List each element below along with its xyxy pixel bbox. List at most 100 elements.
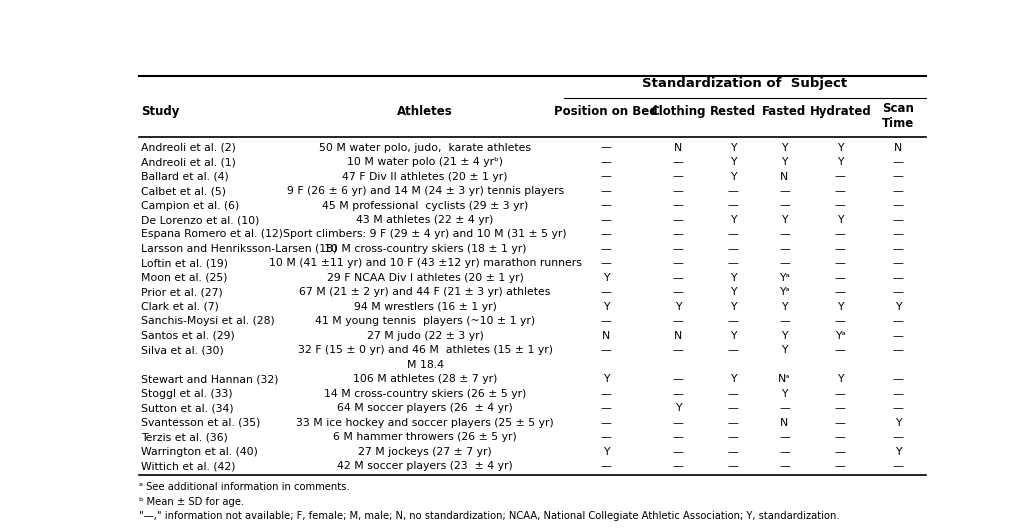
Text: —: — bbox=[779, 447, 790, 457]
Text: —: — bbox=[835, 316, 846, 326]
Text: —: — bbox=[672, 374, 684, 384]
Text: 33 M ice hockey and soccer players (25 ± 5 yr): 33 M ice hockey and soccer players (25 ±… bbox=[296, 418, 554, 428]
Text: N: N bbox=[780, 172, 788, 182]
Text: —: — bbox=[893, 186, 904, 196]
Text: —: — bbox=[601, 287, 612, 297]
Text: 10 M (41 ±11 yr) and 10 F (43 ±12 yr) marathon runners: 10 M (41 ±11 yr) and 10 F (43 ±12 yr) ma… bbox=[269, 259, 582, 269]
Text: N: N bbox=[780, 418, 788, 428]
Text: Y: Y bbox=[730, 157, 737, 167]
Text: Y: Y bbox=[675, 302, 682, 312]
Text: Y: Y bbox=[895, 418, 902, 428]
Text: —: — bbox=[893, 432, 904, 443]
Text: Sutton et al. (34): Sutton et al. (34) bbox=[142, 403, 233, 413]
Text: Y: Y bbox=[837, 302, 844, 312]
Text: Campion et al. (6): Campion et al. (6) bbox=[142, 200, 240, 210]
Text: Calbet et al. (5): Calbet et al. (5) bbox=[142, 186, 226, 196]
Text: —: — bbox=[728, 346, 739, 356]
Text: Y: Y bbox=[837, 215, 844, 225]
Text: Nᵃ: Nᵃ bbox=[778, 374, 790, 384]
Text: Y: Y bbox=[781, 346, 788, 356]
Text: —: — bbox=[672, 432, 684, 443]
Text: —: — bbox=[779, 403, 790, 413]
Text: —: — bbox=[672, 418, 684, 428]
Text: —: — bbox=[728, 389, 739, 399]
Text: Hydrated: Hydrated bbox=[810, 105, 871, 118]
Text: 106 M athletes (28 ± 7 yr): 106 M athletes (28 ± 7 yr) bbox=[353, 374, 497, 384]
Text: M 18.4: M 18.4 bbox=[407, 360, 444, 370]
Text: 6 M hammer throwers (26 ± 5 yr): 6 M hammer throwers (26 ± 5 yr) bbox=[334, 432, 518, 443]
Text: Athletes: Athletes bbox=[398, 105, 453, 118]
Text: 67 M (21 ± 2 yr) and 44 F (21 ± 3 yr) athletes: 67 M (21 ± 2 yr) and 44 F (21 ± 3 yr) at… bbox=[300, 287, 551, 297]
Text: —: — bbox=[672, 157, 684, 167]
Text: —: — bbox=[601, 346, 612, 356]
Text: Y: Y bbox=[730, 302, 737, 312]
Text: —: — bbox=[728, 200, 739, 210]
Text: —: — bbox=[728, 432, 739, 443]
Text: —: — bbox=[779, 259, 790, 269]
Text: Y: Y bbox=[781, 143, 788, 153]
Text: —: — bbox=[893, 389, 904, 399]
Text: —: — bbox=[672, 215, 684, 225]
Text: —: — bbox=[728, 186, 739, 196]
Text: —: — bbox=[601, 157, 612, 167]
Text: —: — bbox=[672, 186, 684, 196]
Text: Y: Y bbox=[730, 215, 737, 225]
Text: —: — bbox=[835, 244, 846, 254]
Text: —: — bbox=[835, 186, 846, 196]
Text: Andreoli et al. (2): Andreoli et al. (2) bbox=[142, 143, 236, 153]
Text: Y: Y bbox=[781, 302, 788, 312]
Text: —: — bbox=[728, 244, 739, 254]
Text: —: — bbox=[835, 259, 846, 269]
Text: —: — bbox=[601, 143, 612, 153]
Text: —: — bbox=[893, 461, 904, 471]
Text: Larsson and Henriksson-Larsen (18): Larsson and Henriksson-Larsen (18) bbox=[142, 244, 338, 254]
Text: —: — bbox=[601, 172, 612, 182]
Text: —: — bbox=[601, 418, 612, 428]
Text: —: — bbox=[893, 259, 904, 269]
Text: —: — bbox=[835, 200, 846, 210]
Text: 41 M young tennis  players (~10 ± 1 yr): 41 M young tennis players (~10 ± 1 yr) bbox=[315, 316, 535, 326]
Text: 50 M water polo, judo,  karate athletes: 50 M water polo, judo, karate athletes bbox=[319, 143, 531, 153]
Text: 27 M judo (22 ± 3 yr): 27 M judo (22 ± 3 yr) bbox=[367, 331, 483, 341]
Text: —: — bbox=[601, 244, 612, 254]
Text: Y: Y bbox=[603, 374, 609, 384]
Text: Y: Y bbox=[730, 143, 737, 153]
Text: Y: Y bbox=[781, 215, 788, 225]
Text: —: — bbox=[893, 287, 904, 297]
Text: —: — bbox=[779, 200, 790, 210]
Text: Y: Y bbox=[730, 273, 737, 283]
Text: —: — bbox=[893, 331, 904, 341]
Text: —: — bbox=[779, 461, 790, 471]
Text: 27 M jockeys (27 ± 7 yr): 27 M jockeys (27 ± 7 yr) bbox=[358, 447, 492, 457]
Text: Scan: Scan bbox=[882, 102, 914, 116]
Text: Standardization of  Subject: Standardization of Subject bbox=[643, 77, 847, 90]
Text: Y: Y bbox=[837, 143, 844, 153]
Text: 14 M cross-country skiers (26 ± 5 yr): 14 M cross-country skiers (26 ± 5 yr) bbox=[324, 389, 527, 399]
Text: N: N bbox=[675, 331, 683, 341]
Text: —: — bbox=[779, 186, 790, 196]
Text: —: — bbox=[779, 229, 790, 240]
Text: Y: Y bbox=[603, 273, 609, 283]
Text: Yᵃ: Yᵃ bbox=[779, 287, 790, 297]
Text: 42 M soccer players (23  ± 4 yr): 42 M soccer players (23 ± 4 yr) bbox=[338, 461, 513, 471]
Text: Stoggl et al. (33): Stoggl et al. (33) bbox=[142, 389, 232, 399]
Text: Svantesson et al. (35): Svantesson et al. (35) bbox=[142, 418, 260, 428]
Text: 43 M athletes (22 ± 4 yr): 43 M athletes (22 ± 4 yr) bbox=[356, 215, 494, 225]
Text: Ballard et al. (4): Ballard et al. (4) bbox=[142, 172, 229, 182]
Text: —: — bbox=[835, 273, 846, 283]
Text: Y: Y bbox=[781, 331, 788, 341]
Text: —: — bbox=[601, 389, 612, 399]
Text: N: N bbox=[675, 143, 683, 153]
Text: —: — bbox=[672, 259, 684, 269]
Text: —: — bbox=[672, 389, 684, 399]
Text: —: — bbox=[601, 229, 612, 240]
Text: Y: Y bbox=[603, 302, 609, 312]
Text: Clothing: Clothing bbox=[651, 105, 706, 118]
Text: Y: Y bbox=[837, 157, 844, 167]
Text: Loftin et al. (19): Loftin et al. (19) bbox=[142, 259, 228, 269]
Text: Warrington et al. (40): Warrington et al. (40) bbox=[142, 447, 258, 457]
Text: 32 F (15 ± 0 yr) and 46 M  athletes (15 ± 1 yr): 32 F (15 ± 0 yr) and 46 M athletes (15 ±… bbox=[298, 346, 553, 356]
Text: Espana Romero et al. (12): Espana Romero et al. (12) bbox=[142, 229, 283, 240]
Text: —: — bbox=[779, 432, 790, 443]
Text: —: — bbox=[893, 172, 904, 182]
